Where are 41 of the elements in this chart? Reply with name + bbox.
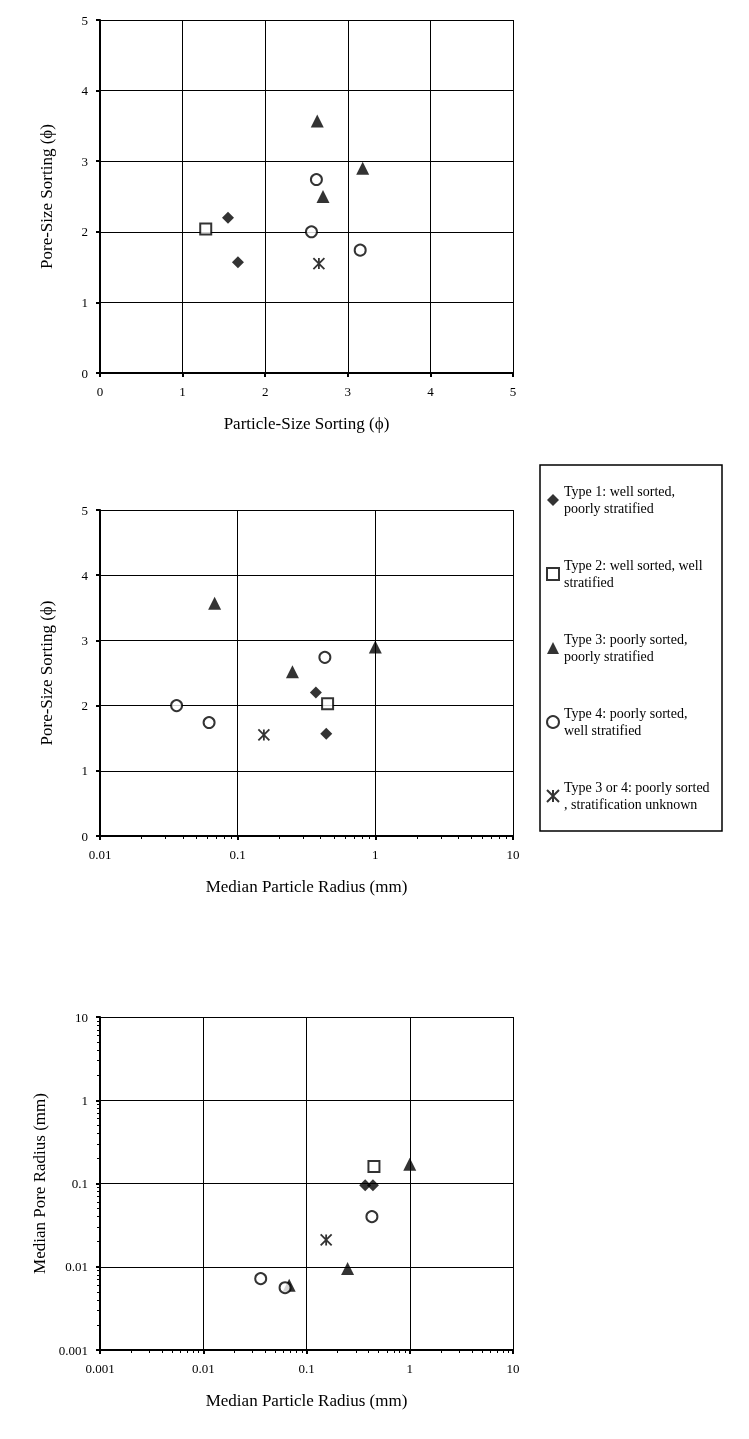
legend-label: Type 1: well sorted, poorly stratified: [564, 484, 679, 516]
legend-label: Type 3: poorly sorted, poorly stratified: [564, 632, 691, 664]
x-tick-label: 0.01: [191, 1361, 215, 1376]
y-tick-label: 0: [81, 365, 88, 381]
x-tick-label: 10: [506, 847, 520, 862]
y-tick-label: 4: [81, 83, 89, 99]
x-tick-label: 0.1: [229, 847, 246, 862]
x-tick-label: 5: [509, 384, 517, 399]
x-tick-label: 1: [179, 384, 186, 399]
y-tick-label: 3: [81, 632, 88, 648]
y-tick-label: 4: [81, 567, 89, 583]
y-axis-title: Median Pore Radius (mm): [29, 1093, 49, 1274]
y-tick-label: 1: [81, 1092, 88, 1108]
y-tick-label: 1: [81, 763, 88, 779]
x-tick-label: 1: [372, 847, 379, 862]
y-tick-label: 0: [81, 828, 88, 844]
y-tick-label: 0.1: [71, 1176, 88, 1191]
y-tick-label: 2: [81, 698, 88, 714]
y-tick-label: 2: [81, 224, 88, 240]
x-tick-label: 3: [344, 384, 352, 399]
x-tick-label: 0: [96, 384, 104, 399]
y-axis-title: Pore-Size Sorting (ϕ): [37, 124, 56, 269]
x-tick-label: 2: [261, 384, 269, 399]
y-tick-label: 10: [75, 1009, 88, 1025]
x-axis-title: Median Particle Radius (mm): [205, 877, 408, 896]
y-tick-label: 0.01: [65, 1259, 88, 1275]
y-tick-label: 3: [81, 153, 88, 169]
x-tick-label: 0.1: [298, 1361, 315, 1376]
x-axis-title: Particle-Size Sorting (ϕ): [223, 414, 390, 433]
legend-label: Type 2: well sorted, well stratified: [564, 558, 707, 590]
x-tick-label: 10: [506, 1361, 520, 1376]
y-axis-title: Pore-Size Sorting (ϕ): [37, 600, 56, 746]
legend-label: Type 3 or 4: poorly sorted, stratification unknown: [564, 780, 710, 812]
y-tick-label: 0.001: [58, 1342, 88, 1358]
legend-label: Type 4: poorly sorted, well stratified: [564, 706, 691, 738]
y-tick-label: 5: [81, 12, 88, 28]
x-tick-label: 1: [406, 1361, 413, 1376]
y-tick-label: 5: [81, 502, 88, 518]
x-tick-label: 4: [427, 384, 435, 399]
y-tick-label: 1: [81, 294, 88, 310]
x-axis-title: Median Particle Radius (mm): [205, 1391, 408, 1410]
